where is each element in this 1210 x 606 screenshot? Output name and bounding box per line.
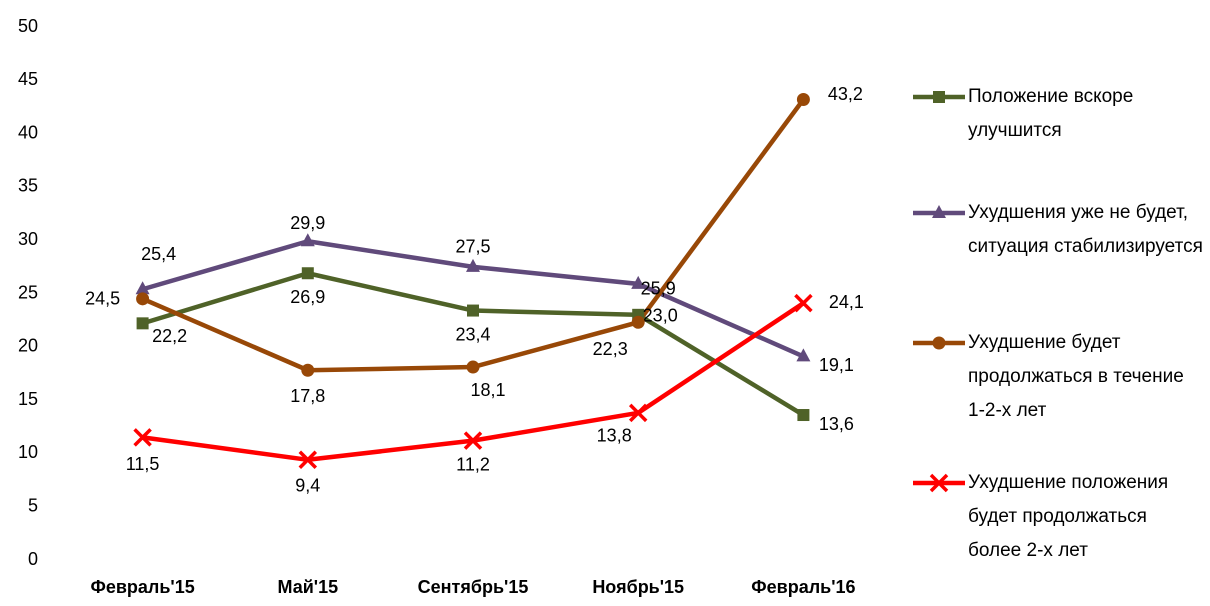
- data-label: 29,9: [290, 213, 325, 233]
- marker: [136, 317, 149, 330]
- legend-entry: Ухудшение будет продолжаться в течение 1…: [910, 326, 1205, 428]
- legend-label: Ухудшения уже не будет, ситуация стабили…: [968, 202, 1203, 257]
- legend-swatch: [913, 91, 965, 103]
- marker: [932, 205, 946, 218]
- marker: [932, 336, 946, 350]
- legend-swatch: [913, 473, 965, 493]
- data-label: 27,5: [455, 237, 490, 257]
- x-tick-label: Ноябрь'15: [592, 577, 684, 597]
- marker: [466, 360, 480, 374]
- marker: [467, 304, 479, 317]
- x-tick-label: Сентябрь'15: [418, 577, 529, 597]
- data-label: 19,1: [819, 355, 854, 375]
- y-tick-label: 5: [28, 495, 38, 515]
- marker: [794, 293, 813, 313]
- data-label: 13,8: [597, 426, 632, 446]
- marker: [796, 348, 811, 362]
- data-label: 22,3: [593, 339, 628, 359]
- y-tick-label: 50: [18, 16, 38, 36]
- marker: [628, 403, 648, 423]
- data-label: 43,2: [828, 84, 863, 104]
- x-tick-label: Февраль'16: [751, 577, 855, 597]
- data-label: 18,1: [470, 380, 505, 400]
- y-tick-label: 10: [18, 442, 38, 462]
- marker: [301, 363, 315, 377]
- y-tick-label: 15: [18, 389, 38, 409]
- data-label: 11,5: [126, 454, 160, 474]
- marker: [929, 473, 949, 493]
- data-label: 24,1: [829, 292, 864, 312]
- marker: [631, 315, 645, 329]
- y-tick-label: 20: [18, 336, 38, 356]
- data-label: 25,4: [141, 244, 176, 264]
- data-label: 9,4: [295, 476, 320, 496]
- data-label: 23,4: [455, 324, 490, 344]
- marker: [797, 409, 810, 422]
- legend-entry: Ухудшение положения будет продолжаться б…: [910, 466, 1205, 568]
- y-tick-label: 40: [18, 122, 38, 142]
- marker: [466, 258, 480, 272]
- legend-entry: Положение вскоре улучшится: [910, 80, 1205, 148]
- legend-label: Ухудшение положения будет продолжаться б…: [968, 472, 1169, 561]
- y-tick-label: 25: [18, 282, 38, 302]
- y-tick-label: 45: [18, 69, 38, 89]
- data-label: 24,5: [85, 289, 120, 309]
- data-label: 23,0: [643, 306, 678, 326]
- y-tick-label: 0: [28, 549, 38, 569]
- y-tick-label: 35: [18, 176, 38, 196]
- marker: [136, 292, 150, 306]
- marker: [300, 233, 315, 247]
- y-tick-label: 30: [18, 229, 38, 249]
- legend-label: Ухудшение будет продолжаться в течение 1…: [968, 332, 1184, 421]
- legend-swatch: [913, 336, 965, 350]
- legend-swatch: [913, 205, 965, 218]
- data-label: 26,9: [290, 287, 325, 307]
- x-tick-label: Февраль'15: [90, 577, 194, 597]
- data-label: 11,2: [456, 454, 490, 474]
- marker: [133, 428, 152, 447]
- marker: [933, 91, 945, 103]
- x-tick-label: Май'15: [278, 577, 339, 597]
- data-label: 25,9: [641, 279, 676, 299]
- data-label: 17,8: [290, 386, 325, 406]
- data-label: 22,2: [152, 326, 187, 346]
- marker: [298, 450, 318, 470]
- marker: [631, 275, 646, 289]
- marker: [301, 267, 314, 280]
- data-label: 13,6: [819, 414, 854, 434]
- marker: [135, 281, 150, 295]
- marker: [463, 431, 483, 450]
- legend-label: Положение вскоре улучшится: [968, 86, 1134, 141]
- legend-entry: Ухудшения уже не будет, ситуация стабили…: [910, 196, 1205, 264]
- marker: [796, 92, 810, 106]
